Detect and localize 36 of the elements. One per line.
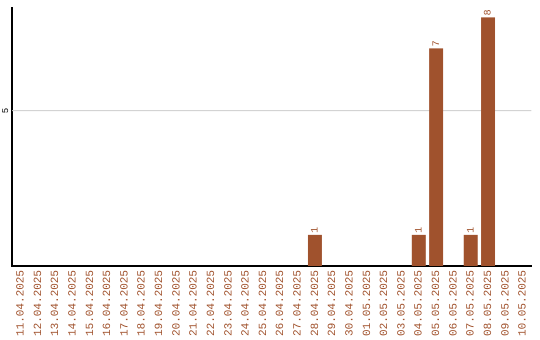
x-tick-label: 13.04.2025 xyxy=(50,270,62,336)
ref-line-label: 5 xyxy=(0,108,11,114)
x-tick-label: 03.05.2025 xyxy=(396,270,408,336)
data-label: 7 xyxy=(432,40,443,46)
x-tick-label: 11.04.2025 xyxy=(16,270,28,336)
x-tick-label: 28.04.2025 xyxy=(310,270,322,336)
x-tick-label: 23.04.2025 xyxy=(223,270,236,336)
x-tick-label: 02.05.2025 xyxy=(379,270,392,336)
x-tick-label: 30.04.2025 xyxy=(344,270,356,336)
x-tick-label: 27.04.2025 xyxy=(292,270,305,336)
data-label: 1 xyxy=(414,226,426,233)
x-tick-label: 20.04.2025 xyxy=(171,270,184,336)
x-tick-label: 07.05.2025 xyxy=(466,270,478,336)
x-tick-label: 14.04.2025 xyxy=(67,270,80,336)
x-tick-label: 16.04.2025 xyxy=(102,270,114,336)
data-label: 1 xyxy=(310,226,322,233)
x-tick-label: 18.04.2025 xyxy=(136,270,149,336)
x-tick-label: 12.04.2025 xyxy=(32,270,45,336)
x-tick-label: 26.04.2025 xyxy=(275,270,288,336)
x-tick-label: 21.04.2025 xyxy=(188,270,201,336)
x-tick-label: 25.04.2025 xyxy=(258,270,270,336)
x-tick-label: 09.05.2025 xyxy=(500,270,512,336)
x-tick-label: 29.04.2025 xyxy=(327,270,340,336)
x-tick-label: 17.04.2025 xyxy=(119,270,132,336)
x-tick-label: 06.05.2025 xyxy=(448,270,460,336)
data-label: 1 xyxy=(466,226,478,233)
x-tick-label: 04.05.2025 xyxy=(414,270,426,336)
x-tick-label: 05.05.2025 xyxy=(431,270,444,336)
x-tick-label: 22.04.2025 xyxy=(206,270,218,336)
x-tick-label: 01.05.2025 xyxy=(362,270,374,336)
x-tick-label: 15.04.2025 xyxy=(84,270,97,336)
x-tick-label: 19.04.2025 xyxy=(154,270,166,336)
x-tick-label: 08.05.2025 xyxy=(482,270,495,336)
x-tick-label: 24.04.2025 xyxy=(240,270,253,336)
data-label: 8 xyxy=(484,9,495,16)
x-tick-label: 10.05.2025 xyxy=(518,270,530,336)
